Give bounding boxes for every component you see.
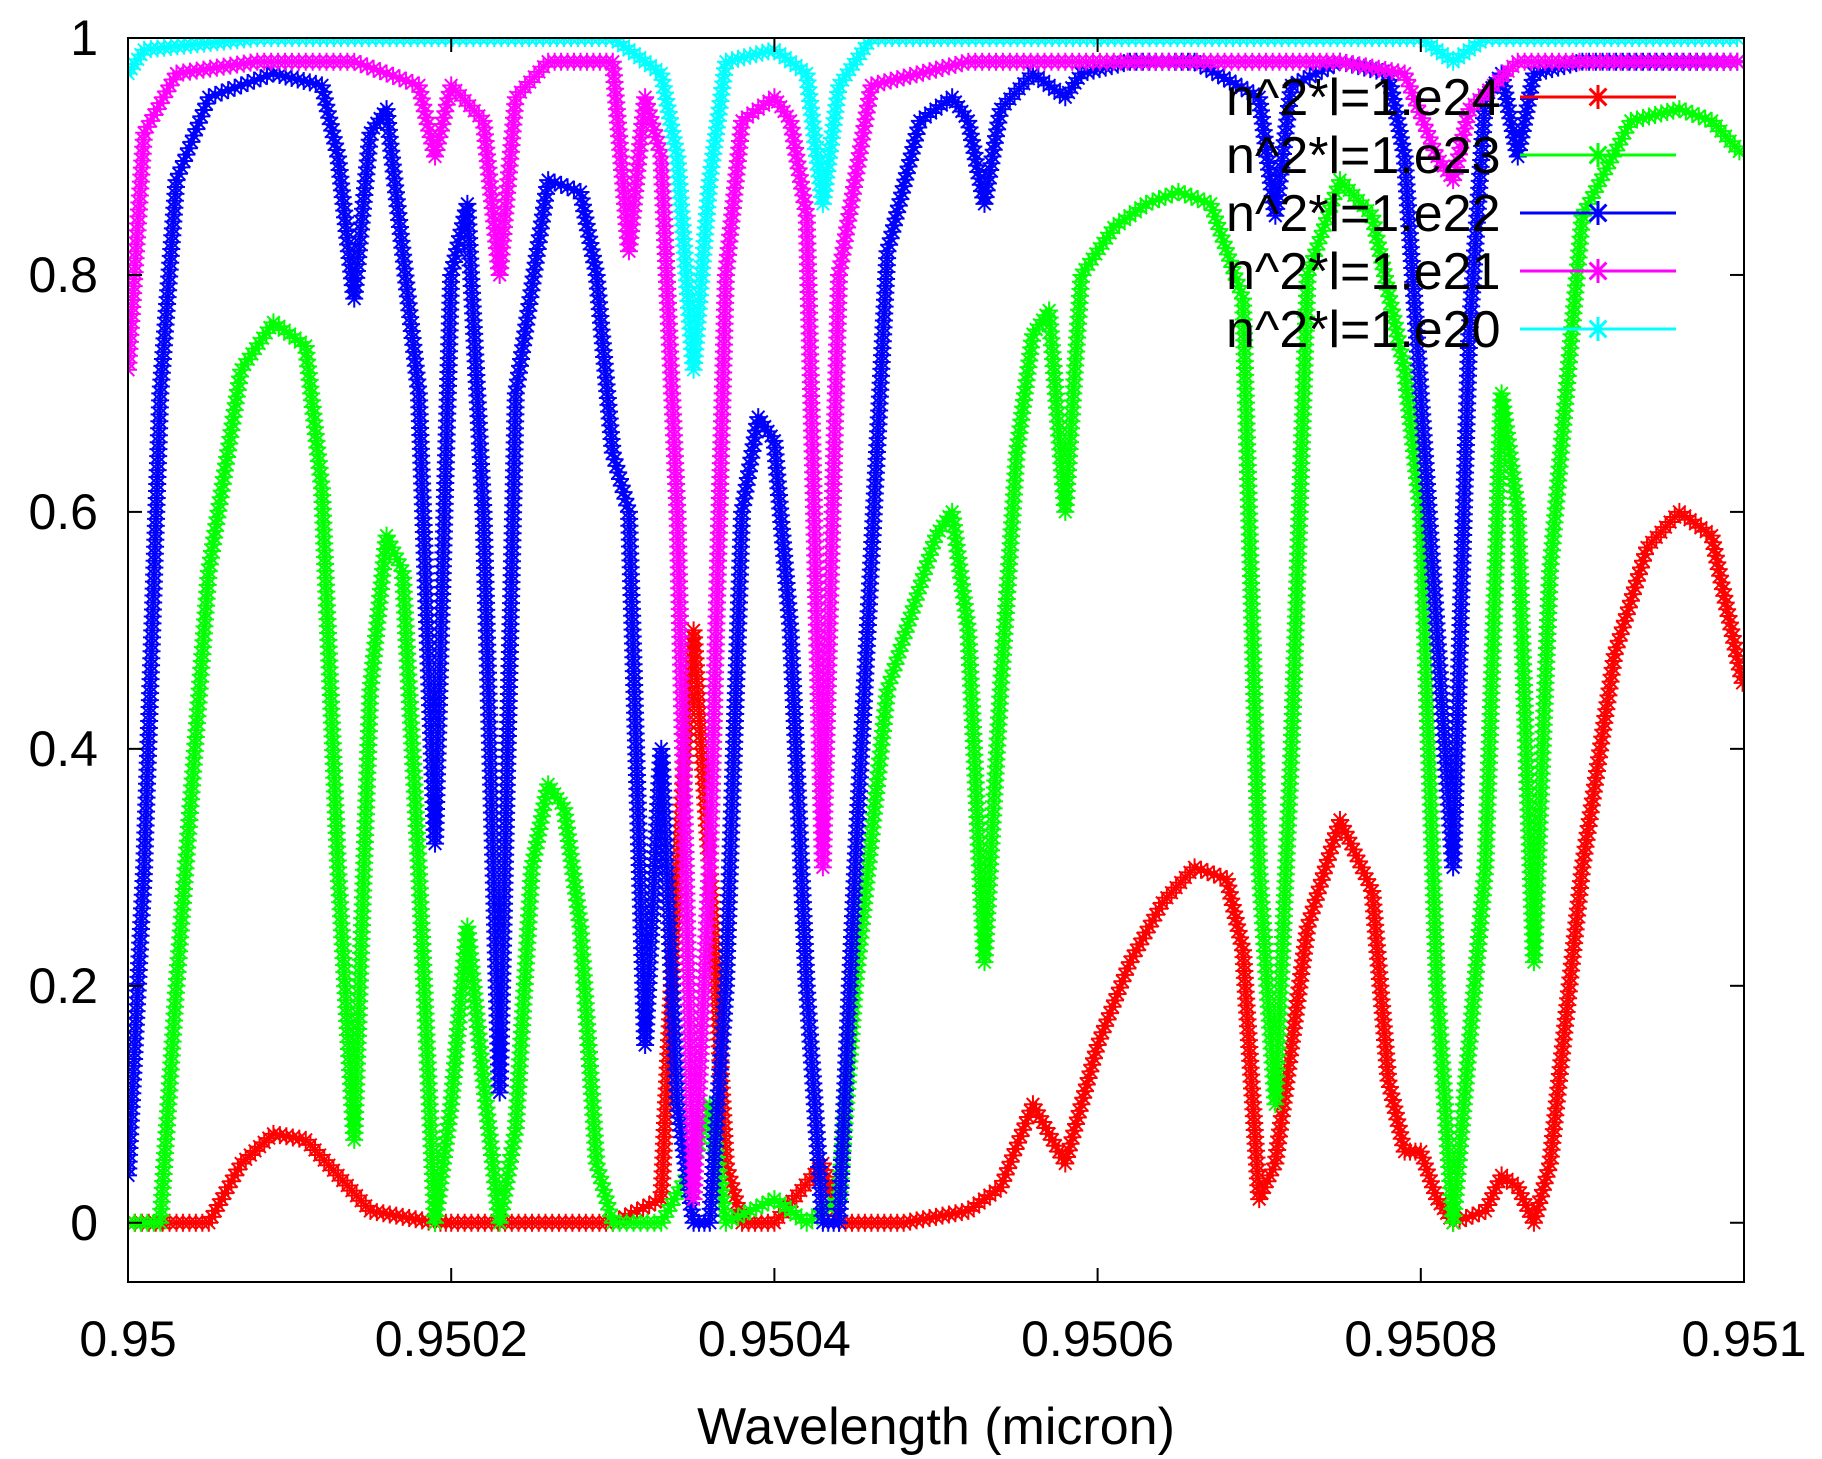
chart: 0.95 0.9502 0.9504 0.9506 0.9508 0.95100.20.4…	[0, 0, 1822, 1459]
